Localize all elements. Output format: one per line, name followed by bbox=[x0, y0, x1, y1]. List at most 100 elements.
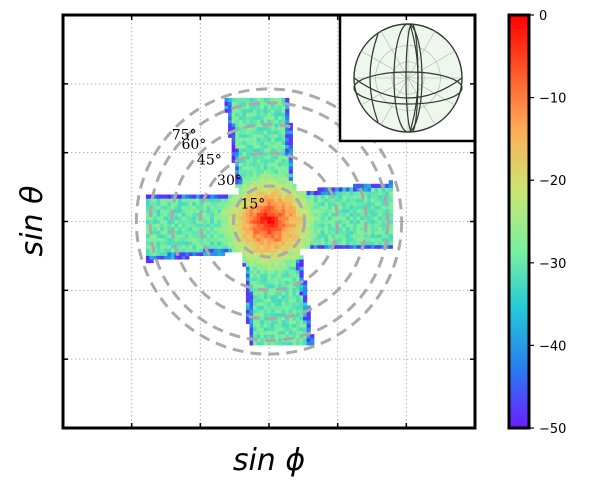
heatmap-cell bbox=[224, 201, 229, 206]
heatmap-cell bbox=[349, 194, 354, 199]
heatmap-cell bbox=[288, 223, 293, 228]
heatmap-cell bbox=[295, 276, 301, 282]
heatmap-cell bbox=[292, 205, 297, 210]
heatmap-cell bbox=[299, 198, 304, 203]
heatmap-cell bbox=[149, 215, 154, 221]
heatmap-cell bbox=[199, 205, 204, 210]
heatmap-cell bbox=[274, 190, 279, 196]
heatmap-cell bbox=[285, 105, 290, 110]
heatmap-cell bbox=[170, 201, 176, 206]
heatmap-cell bbox=[149, 233, 154, 239]
heatmap-cell bbox=[224, 198, 229, 203]
heatmap-cell bbox=[338, 244, 343, 249]
heatmap-cell bbox=[178, 230, 183, 235]
angle-ring-labels: 15°30°45°60°75° bbox=[172, 127, 265, 212]
heatmap-cell bbox=[295, 248, 301, 253]
heatmap-cell bbox=[310, 194, 315, 199]
heatmap-cell bbox=[245, 312, 251, 317]
heatmap-cell bbox=[292, 316, 297, 321]
heatmap-cell bbox=[245, 105, 251, 110]
heatmap-cell bbox=[288, 291, 293, 296]
heatmap-cell bbox=[367, 190, 372, 196]
heatmap-cell bbox=[278, 162, 283, 167]
heatmap-cell bbox=[388, 183, 393, 188]
heatmap-cell bbox=[156, 212, 161, 217]
heatmap-cell bbox=[367, 223, 372, 228]
heatmap-cell bbox=[195, 248, 201, 253]
heatmap-cell bbox=[281, 115, 286, 120]
heatmap-cell bbox=[374, 194, 379, 199]
heatmap-cell bbox=[281, 205, 286, 210]
heatmap-cell bbox=[195, 244, 201, 249]
heatmap-cell bbox=[260, 126, 265, 131]
heatmap-cell bbox=[310, 205, 315, 210]
heatmap-cell bbox=[192, 237, 197, 242]
heatmap-cell bbox=[295, 251, 301, 256]
heatmap-cell bbox=[295, 194, 301, 199]
heatmap-cell bbox=[195, 241, 201, 246]
heatmap-cell bbox=[270, 144, 276, 149]
heatmap-cell bbox=[224, 97, 229, 103]
heatmap-cell bbox=[295, 273, 301, 278]
heatmap-cell bbox=[238, 169, 243, 174]
heatmap-cell bbox=[353, 190, 358, 196]
heatmap-cell bbox=[292, 258, 297, 264]
heatmap-cell bbox=[245, 115, 251, 120]
heatmap-cell bbox=[245, 133, 251, 138]
heatmap-cell bbox=[381, 226, 386, 231]
heatmap-cell bbox=[328, 241, 333, 246]
heatmap-cell bbox=[270, 115, 276, 120]
heatmap-cell bbox=[278, 301, 283, 307]
heatmap-cell bbox=[181, 208, 186, 214]
heatmap-cell bbox=[231, 151, 236, 156]
stereonet-radial bbox=[407, 77, 455, 106]
heatmap-cell bbox=[281, 233, 286, 239]
heatmap-cell bbox=[242, 208, 247, 214]
heatmap-cell bbox=[156, 244, 161, 249]
heatmap-cell bbox=[306, 337, 311, 342]
grid bbox=[63, 15, 475, 428]
heatmap-cell bbox=[263, 126, 268, 131]
heatmap-cell bbox=[228, 233, 233, 239]
heatmap-cell bbox=[292, 212, 297, 217]
heatmap-cell bbox=[281, 330, 286, 335]
heatmap-cell bbox=[149, 237, 154, 242]
heatmap-cell bbox=[299, 258, 304, 264]
heatmap-cell bbox=[203, 237, 208, 242]
heatmap-cell bbox=[256, 130, 261, 135]
heatmap-cell bbox=[281, 126, 286, 131]
heatmap-cell bbox=[253, 248, 258, 253]
heatmap-cell bbox=[278, 105, 283, 110]
colorbar-tick-label: −10 bbox=[539, 92, 566, 107]
heatmap-cell bbox=[324, 219, 329, 224]
heatmap-cell bbox=[228, 198, 233, 203]
heatmap-cell bbox=[199, 248, 204, 253]
heatmap-cell bbox=[285, 151, 290, 156]
heatmap-cell bbox=[292, 291, 297, 296]
heatmap-cell bbox=[278, 309, 283, 314]
heatmap-cell bbox=[278, 183, 283, 188]
heatmap-cell bbox=[267, 334, 272, 339]
heatmap-cell bbox=[192, 223, 197, 228]
heatmap-cell bbox=[238, 133, 243, 138]
heatmap-cell bbox=[203, 215, 208, 221]
heatmap-cell bbox=[388, 194, 393, 199]
heatmap-cell bbox=[228, 105, 233, 110]
heatmap-cell bbox=[260, 251, 265, 256]
heatmap-cell bbox=[267, 119, 272, 124]
heatmap-cell bbox=[245, 319, 251, 324]
heatmap-cell bbox=[260, 198, 265, 203]
heatmap-cell bbox=[238, 140, 243, 146]
heatmap-cell bbox=[167, 255, 172, 260]
heatmap-cell bbox=[170, 223, 176, 228]
heatmap-cell bbox=[281, 155, 286, 160]
heatmap-cell bbox=[260, 226, 265, 231]
heatmap-cell bbox=[288, 305, 293, 310]
heatmap-cell bbox=[281, 276, 286, 282]
heatmap-cell bbox=[170, 237, 176, 242]
heatmap-cell bbox=[324, 223, 329, 228]
heatmap-cell bbox=[278, 305, 283, 310]
heatmap-cell bbox=[145, 258, 151, 264]
heatmap-cell bbox=[213, 205, 218, 210]
heatmap-cell bbox=[370, 215, 376, 221]
